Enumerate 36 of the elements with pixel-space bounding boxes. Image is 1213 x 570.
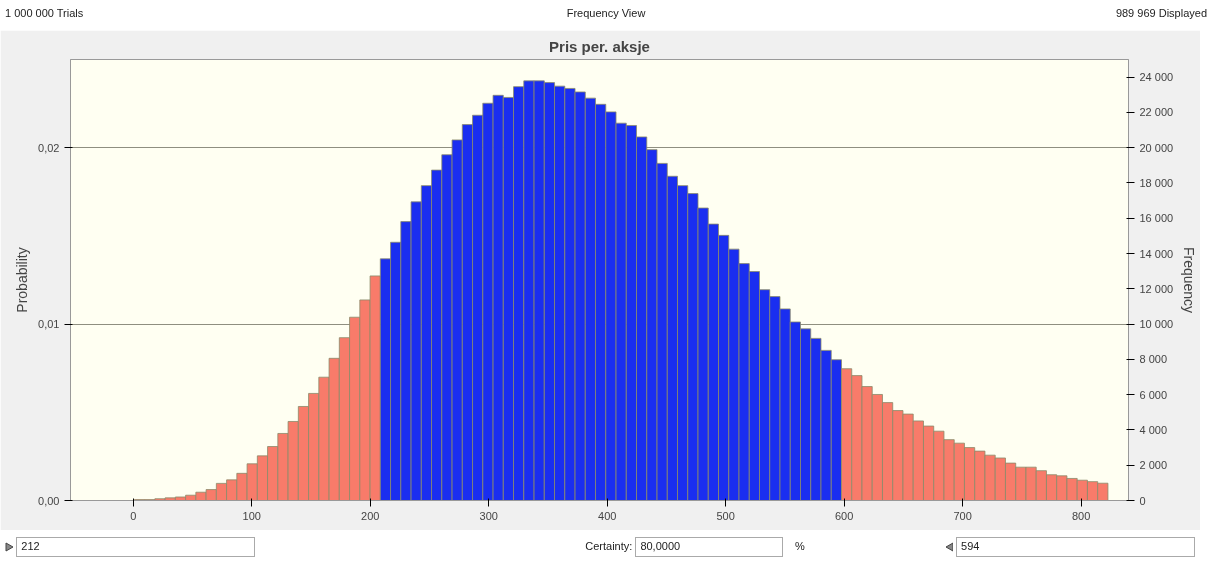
- y2-tick-label: 14 000: [1139, 247, 1174, 260]
- text: 1 000 000 Trials: [5, 6, 85, 21]
- y-tick-label: 0,01: [38, 318, 60, 331]
- text: 989 969 Displayed: [1114, 6, 1207, 21]
- y2-tick-label: 10 000: [1139, 318, 1174, 331]
- text: Certainty:: [585, 539, 633, 554]
- x-tick-label: 0: [130, 509, 137, 522]
- y2-tick-label: 4 000: [1139, 423, 1168, 436]
- y-tick-label: 0,00: [38, 494, 60, 507]
- x-tick-label: 700: [953, 509, 972, 522]
- text: %: [794, 539, 805, 554]
- y2-axis-title: Frequency: [1181, 246, 1198, 314]
- y-tick-label: 0,02: [38, 141, 60, 154]
- y2-tick-label: 12 000: [1139, 282, 1174, 295]
- text: 80,0000: [635, 537, 783, 557]
- x-tick-label: 600: [834, 509, 854, 522]
- y2-tick-label: 18 000: [1139, 176, 1174, 189]
- text: 212: [16, 537, 256, 557]
- x-tick-label: 100: [242, 509, 261, 522]
- y2-tick-label: 8 000: [1139, 353, 1168, 366]
- y2-tick-label: 22 000: [1139, 106, 1174, 119]
- chart-title: Pris per. aksje: [549, 37, 650, 55]
- y2-tick-label: 16 000: [1139, 212, 1174, 225]
- x-tick-label: 800: [1071, 509, 1091, 522]
- x-tick-label: 500: [716, 509, 735, 522]
- x-tick-label: 200: [361, 509, 380, 522]
- y-axis-title: Probability: [14, 247, 31, 313]
- y2-tick-label: 0: [1139, 494, 1146, 507]
- text: 594: [956, 537, 1195, 557]
- y2-tick-label: 2 000: [1139, 459, 1168, 472]
- y2-tick-label: 6 000: [1139, 388, 1168, 401]
- x-tick-label: 300: [479, 509, 498, 522]
- x-tick-label: 400: [598, 509, 617, 522]
- y2-tick-label: 24 000: [1139, 71, 1174, 84]
- text: Frequency View: [565, 6, 647, 21]
- y2-tick-label: 20 000: [1139, 141, 1174, 154]
